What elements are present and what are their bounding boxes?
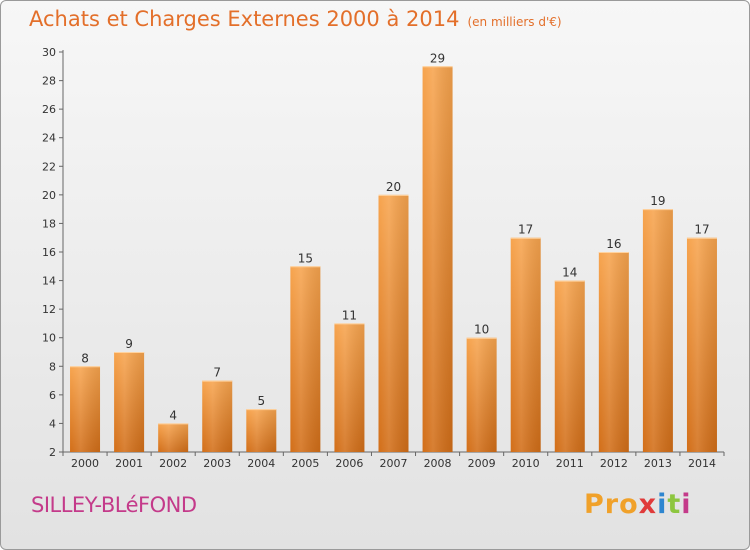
data-label: 7: [213, 366, 221, 380]
bar-shine: [246, 409, 277, 452]
bar-shine: [598, 252, 629, 452]
bar-shine: [686, 237, 717, 452]
x-tick-label: 2001: [115, 457, 143, 470]
x-tick-label: 2005: [291, 457, 319, 470]
y-tick-label: 16: [42, 246, 56, 259]
bar-shine: [334, 323, 365, 452]
x-tick-label: 2004: [247, 457, 275, 470]
y-tick-label: 26: [42, 103, 56, 116]
data-label: 10: [474, 323, 489, 337]
data-label: 19: [650, 194, 665, 208]
data-label: 17: [518, 223, 533, 237]
chart-unit: (en milliers d'€): [467, 15, 562, 29]
data-label: 16: [606, 237, 621, 251]
x-tick-label: 2011: [556, 457, 584, 470]
bar-shine: [510, 237, 541, 452]
commune-name: SILLEY-BLéFOND: [31, 493, 197, 517]
data-label: 5: [257, 394, 265, 408]
data-label: 20: [386, 180, 401, 194]
data-label: 4: [169, 408, 177, 422]
bars-group: [70, 66, 717, 453]
data-label: 17: [694, 223, 709, 237]
x-tick-label: 2003: [203, 457, 231, 470]
data-label: 9: [125, 337, 133, 351]
bar-shine: [202, 380, 233, 452]
bar-shine: [158, 423, 189, 452]
data-label: 15: [298, 251, 313, 265]
data-label: 11: [342, 308, 357, 322]
chart-title-text: Achats et Charges Externes 2000 à 2014: [29, 7, 460, 31]
x-tick-label: 2006: [335, 457, 363, 470]
x-tick-label: 2007: [380, 457, 408, 470]
bar-shine: [554, 280, 585, 452]
bar-shine: [642, 209, 673, 452]
x-tick-label: 2014: [688, 457, 716, 470]
data-label: 8: [81, 351, 89, 365]
bar-shine: [378, 194, 409, 452]
data-labels-group: 8 9 4 7 5 15 11 20 29 10 17 14 16 19 17: [81, 51, 709, 422]
proxiti-logo: Proxiti: [584, 489, 692, 520]
bar-shine: [70, 366, 101, 452]
y-tick-label: 28: [42, 75, 56, 88]
y-tick-label: 24: [42, 132, 56, 145]
chart-title: Achats et Charges Externes 2000 à 2014 (e…: [29, 7, 562, 31]
x-tick-label: 2012: [600, 457, 628, 470]
bar-shine: [114, 352, 145, 452]
y-tick-label: 8: [49, 360, 56, 373]
y-tick-label: 14: [42, 275, 56, 288]
y-tick-label: 12: [42, 303, 56, 316]
y-tick-label: 4: [49, 417, 56, 430]
y-tick-label: 30: [42, 46, 56, 59]
y-tick-label: 18: [42, 217, 56, 230]
bar-shine: [466, 337, 497, 452]
y-tick-label: 10: [42, 332, 56, 345]
y-tick-label: 6: [49, 389, 56, 402]
y-tick-label: 22: [42, 160, 56, 173]
y-tick-label: 20: [42, 189, 56, 202]
x-tick-label: 2013: [644, 457, 672, 470]
bar-shine: [422, 66, 453, 453]
x-tick-label: 2000: [71, 457, 99, 470]
x-tick-label: 2008: [424, 457, 452, 470]
x-tick-label: 2009: [468, 457, 496, 470]
x-tick-label: 2010: [512, 457, 540, 470]
bar-shine: [290, 266, 321, 452]
data-label: 29: [430, 51, 445, 65]
y-tick-label: 2: [49, 446, 56, 459]
x-tick-label: 2002: [159, 457, 187, 470]
data-label: 14: [562, 266, 577, 280]
